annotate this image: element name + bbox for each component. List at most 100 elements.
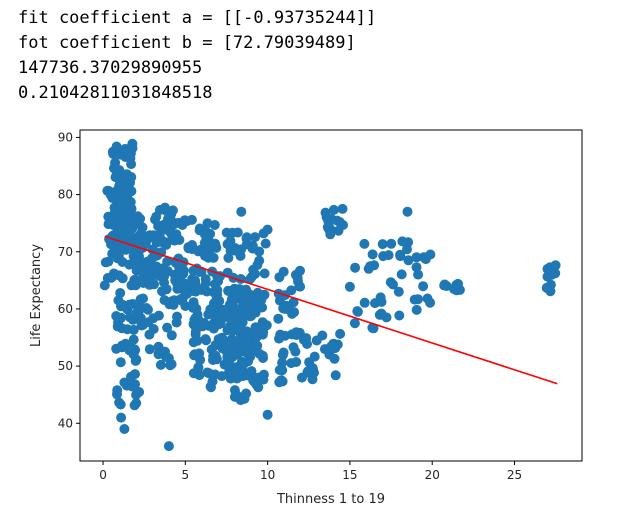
scatter-point [130,369,140,380]
scatter-point [261,320,272,331]
scatter-point [262,224,273,235]
scatter-point [200,229,210,240]
scatter-point [325,229,336,240]
scatter-point [175,276,186,287]
scatter-point [365,261,376,272]
scatter-point [128,334,139,345]
y-tick-label: 50 [58,359,73,373]
scatter-point [273,313,284,324]
scatter-point [232,227,243,238]
scatter-point [411,252,422,263]
scatter-point [307,363,318,373]
scatter-point [138,293,148,304]
scatter-point [153,341,164,352]
scatter-point [367,249,378,260]
scatter-point [113,317,124,328]
output-line-fit-a: fit coefficient a = [[-0.93735244]] [18,8,377,28]
scatter-point [131,215,142,225]
scatter-point [403,237,414,248]
scatter-point [403,255,414,266]
scatter-point [216,371,227,382]
scatter-point [245,289,256,300]
scatter-point [124,229,135,240]
scatter-point [103,256,114,267]
scatter-point [210,350,221,361]
scatter-point [208,308,219,319]
scatter-point [99,280,110,291]
scatter-point [344,281,355,292]
scatter-point [147,230,158,241]
scatter-point [128,324,139,335]
y-axis-label: Life Expectancy [29,244,44,347]
y-tick-label: 70 [58,245,73,259]
scatter-point [311,335,322,346]
scatter-point [395,249,406,260]
scatter-point [144,344,155,355]
scatter-point [205,381,216,392]
scatter-point [222,357,233,368]
scatter-point [129,400,140,411]
scatter-point [153,310,164,321]
scatter-point [418,281,429,292]
y-tick-label: 80 [58,188,73,202]
scatter-point [191,323,202,334]
scatter-point [396,269,407,280]
scatter-point [109,162,120,173]
scatter-point [252,260,263,271]
scatter-point [276,365,287,376]
scatter-point [335,328,346,339]
scatter-point [208,252,219,263]
scatter-point [260,238,271,249]
scatter-point [209,220,220,230]
scatter-point [288,342,299,353]
scatter-point [161,284,172,295]
scatter-point [278,347,289,358]
scatter-point [144,279,155,290]
scatter-point [116,412,127,423]
scatter-point [177,220,188,230]
scatter-point [262,409,273,420]
scatter-point [259,268,270,279]
scatter-point [252,287,263,298]
scatter-point [201,335,212,346]
scatter-point [180,301,191,311]
scatter-point [254,348,265,359]
x-tick-label: 20 [425,468,440,482]
scatter-point [422,293,433,304]
scatter-point [225,236,236,246]
scatter-point [337,203,348,214]
scatter-point [250,322,261,333]
scatter-point [217,343,228,354]
scatter-point [199,237,210,248]
scatter-point [247,243,258,254]
scatter-point [276,375,287,386]
x-tick-label: 0 [99,468,107,482]
scatter-point [105,190,116,201]
scatter-point [323,345,334,356]
scatter-point [132,235,143,246]
scatter-point [117,180,127,191]
y-tick-label: 40 [58,416,73,430]
scatter-point [125,172,136,183]
scatter-point [210,279,220,290]
scatter-point [194,348,205,359]
scatter-point [250,232,260,243]
scatter-point [402,206,413,217]
output-line-mse: 147736.37029890955 [18,58,203,78]
scatter-point [393,286,404,297]
scatter-point [193,246,204,257]
scatter-point [251,332,262,343]
scatter-point [236,206,247,217]
scatter-point [142,269,153,280]
plot-frame [79,129,583,462]
scatter-point [413,269,424,280]
scatter-point [376,308,387,319]
scatter-point [301,333,312,344]
scatter-point [239,393,250,404]
scatter-point [113,251,124,262]
scatter-point [188,265,199,276]
scatter-point [133,306,144,317]
scatter-point [144,329,155,340]
scatter-point [235,368,246,378]
scatter-point [150,214,160,225]
